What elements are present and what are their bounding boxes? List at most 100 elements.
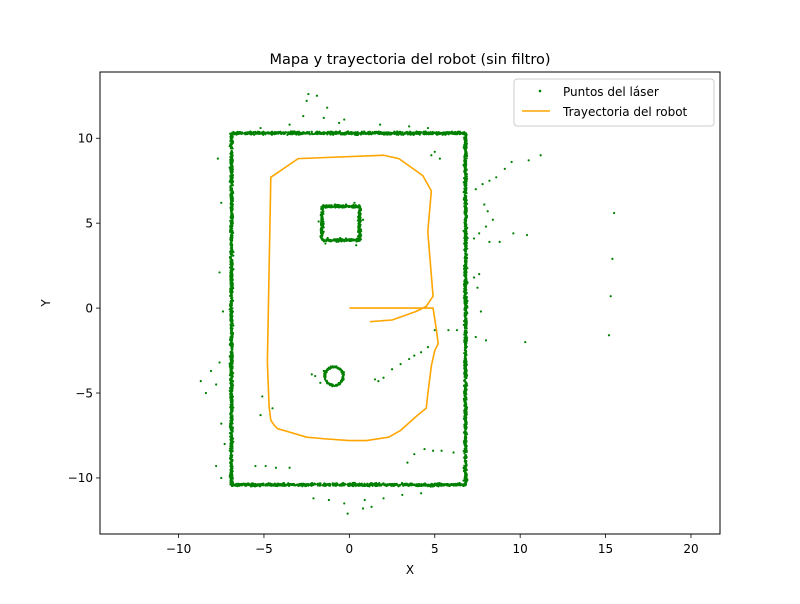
laser-point bbox=[204, 391, 207, 395]
laser-point bbox=[231, 366, 234, 369]
laser-point bbox=[413, 453, 416, 456]
laser-point bbox=[433, 329, 436, 332]
x-tick-label: −10 bbox=[166, 542, 191, 556]
laser-point bbox=[321, 224, 325, 227]
laser-point bbox=[329, 240, 332, 243]
laser-point bbox=[333, 239, 337, 242]
laser-point bbox=[464, 243, 467, 246]
laser-point bbox=[321, 230, 324, 233]
laser-point bbox=[231, 284, 234, 287]
laser-point bbox=[230, 352, 233, 355]
laser-point bbox=[390, 368, 394, 371]
laser-point bbox=[464, 428, 467, 431]
laser-point bbox=[453, 483, 456, 486]
laser-point bbox=[331, 385, 334, 388]
laser-point bbox=[300, 483, 303, 486]
laser-point bbox=[231, 339, 234, 342]
laser-point bbox=[464, 245, 468, 248]
laser-point bbox=[326, 106, 329, 109]
laser-point bbox=[305, 99, 308, 102]
laser-point bbox=[458, 481, 461, 485]
x-tick-label: 0 bbox=[346, 542, 354, 556]
laser-point bbox=[463, 182, 466, 185]
laser-point bbox=[341, 482, 344, 485]
laser-point bbox=[230, 234, 234, 237]
laser-point bbox=[230, 203, 234, 206]
laser-point bbox=[230, 246, 234, 249]
laser-point bbox=[465, 202, 469, 205]
laser-point bbox=[380, 131, 383, 135]
laser-point bbox=[464, 174, 467, 177]
laser-point bbox=[525, 233, 529, 237]
laser-point bbox=[463, 155, 466, 158]
laser-point bbox=[464, 287, 467, 290]
laser-point bbox=[218, 271, 221, 274]
laser-point bbox=[263, 132, 266, 135]
laser-point bbox=[232, 254, 235, 257]
laser-point bbox=[310, 130, 313, 133]
laser-point bbox=[464, 315, 467, 318]
laser-point bbox=[229, 332, 232, 335]
laser-point bbox=[231, 282, 234, 285]
laser-point bbox=[343, 118, 346, 121]
laser-point bbox=[465, 311, 468, 314]
laser-point bbox=[463, 308, 467, 312]
laser-point bbox=[440, 449, 443, 452]
laser-point bbox=[230, 344, 233, 347]
laser-point bbox=[341, 373, 344, 376]
laser-point bbox=[406, 461, 409, 464]
laser-point bbox=[426, 132, 429, 135]
laser-point bbox=[229, 243, 232, 246]
plot-frame bbox=[99, 71, 721, 535]
laser-point bbox=[271, 407, 274, 410]
laser-point bbox=[229, 184, 232, 187]
laser-point bbox=[463, 419, 467, 422]
laser-point bbox=[311, 133, 315, 136]
laser-point bbox=[321, 220, 324, 223]
laser-point bbox=[539, 154, 542, 157]
laser-point bbox=[382, 376, 385, 379]
laser-point bbox=[464, 325, 467, 328]
laser-point bbox=[464, 141, 468, 144]
laser-point bbox=[463, 452, 466, 455]
laser-point bbox=[231, 230, 234, 233]
laser-point bbox=[231, 441, 234, 444]
laser-point bbox=[466, 267, 469, 270]
laser-point bbox=[230, 436, 233, 439]
laser-point bbox=[231, 341, 234, 344]
y-tick-label: −5 bbox=[75, 386, 93, 400]
laser-point bbox=[383, 131, 386, 134]
laser-point bbox=[369, 132, 372, 136]
laser-point bbox=[462, 146, 465, 149]
laser-point bbox=[355, 237, 358, 240]
laser-point bbox=[230, 328, 233, 332]
laser-point bbox=[231, 232, 234, 235]
laser-point bbox=[231, 331, 235, 335]
laser-point bbox=[327, 483, 330, 486]
laser-point bbox=[464, 480, 467, 483]
laser-point bbox=[346, 512, 349, 515]
laser-point bbox=[358, 210, 361, 213]
laser-point bbox=[463, 300, 466, 303]
laser-point bbox=[231, 237, 234, 240]
laser-point bbox=[463, 394, 466, 397]
laser-point bbox=[464, 357, 467, 360]
legend-marker-laser bbox=[538, 89, 542, 93]
laser-point bbox=[229, 192, 233, 195]
laser-point bbox=[215, 383, 218, 386]
laser-point bbox=[464, 440, 467, 443]
laser-point bbox=[393, 483, 396, 486]
laser-point bbox=[464, 339, 468, 342]
laser-point bbox=[323, 374, 326, 377]
laser-point bbox=[230, 240, 233, 243]
laser-point bbox=[464, 274, 467, 278]
laser-point bbox=[318, 130, 321, 133]
laser-point bbox=[239, 482, 242, 486]
laser-point bbox=[510, 160, 513, 164]
laser-point bbox=[326, 239, 329, 242]
laser-point bbox=[464, 264, 468, 267]
laser-point bbox=[464, 305, 467, 308]
laser-point bbox=[464, 231, 467, 234]
laser-point bbox=[229, 447, 232, 451]
